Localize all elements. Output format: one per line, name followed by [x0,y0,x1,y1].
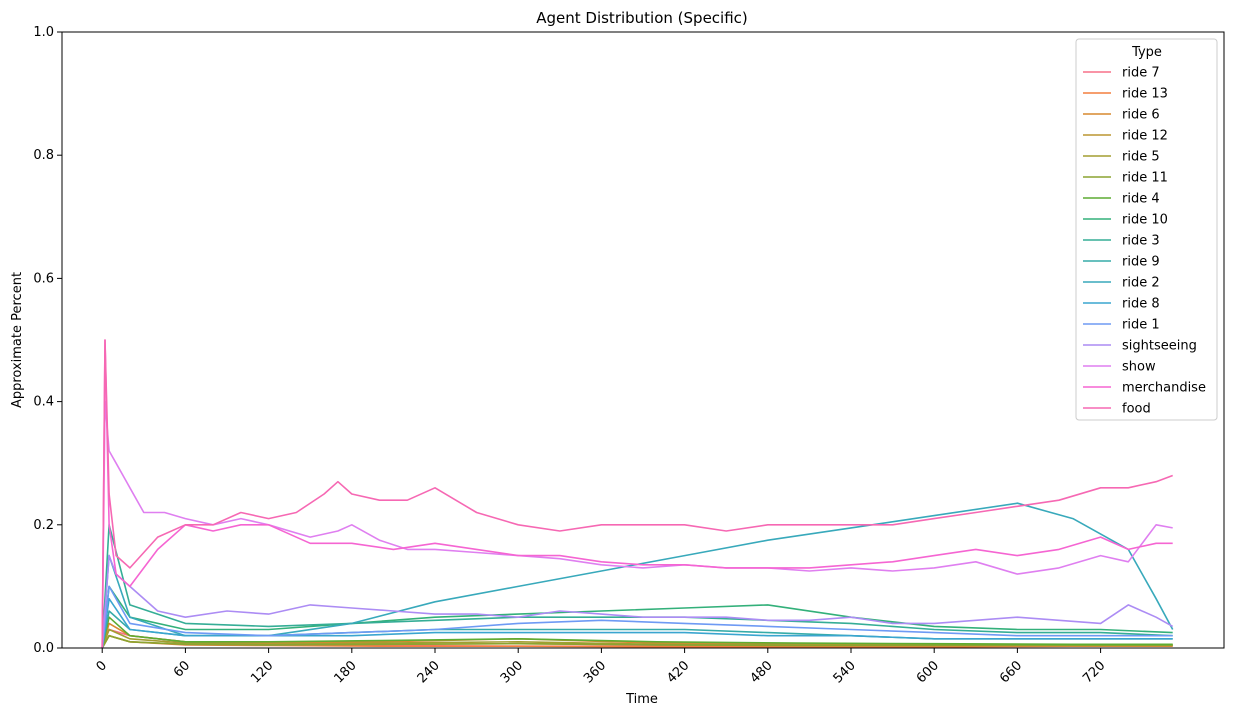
series-line-merchandise [101,339,1173,649]
series-line-ride-2 [101,502,1174,649]
legend-label: ride 7 [1122,66,1160,81]
legend-title: Type [1131,45,1162,60]
y-tick-label: 0.4 [33,395,54,410]
legend-label: ride 2 [1122,276,1160,291]
y-axis-label: Approximate Percent [10,272,25,408]
legend-label: ride 1 [1122,318,1160,333]
legend-label: sightseeing [1122,339,1197,354]
series-line-ride-10 [101,585,1173,649]
x-tick-label: 120 [248,658,276,686]
legend-item: ride 8 [1083,297,1160,312]
x-tick-label: 660 [997,658,1025,686]
legend-label: ride 11 [1122,171,1168,186]
chart-title: Agent Distribution (Specific) [536,9,748,27]
series-line-ride-3 [101,523,1173,649]
legend-item: ride 13 [1083,87,1168,102]
x-tick-label: 600 [914,658,942,686]
legend-label: ride 13 [1122,87,1168,102]
legend-item: ride 5 [1083,150,1160,165]
legend-item: food [1083,402,1151,417]
legend-item: ride 4 [1083,192,1160,207]
x-tick-label: 60 [171,658,193,680]
x-tick-label: 0 [94,658,110,674]
x-tick-label: 480 [747,658,775,686]
legend-item: ride 9 [1083,255,1160,270]
series-line-food [101,339,1173,649]
x-axis-label: Time [625,692,658,707]
legend-label: food [1122,402,1151,417]
series-line-ride-4 [101,616,1173,649]
series-line-ride-11 [101,634,1173,649]
x-tick-label: 240 [415,658,443,686]
x-tick-label: 180 [331,658,359,686]
legend-label: ride 3 [1122,234,1160,249]
series-line-ride-1 [101,585,1173,649]
legend-label: ride 10 [1122,213,1168,228]
y-tick-label: 0.6 [33,271,54,286]
series-layer [101,339,1174,649]
y-axis: 0.0 0.2 0.4 0.6 0.8 1.0 [33,25,62,656]
legend-item: ride 12 [1083,129,1168,144]
legend-item: sightseeing [1083,339,1197,354]
legend-item: ride 3 [1083,234,1160,249]
y-tick-label: 1.0 [33,25,54,40]
series-line-sightseeing [101,554,1174,649]
plot-area-frame [61,31,1225,649]
legend-label: ride 12 [1122,129,1168,144]
legend-box [1075,38,1218,421]
legend-label: ride 9 [1122,255,1160,270]
x-tick-label: 300 [498,658,526,686]
x-tick-label: 360 [581,658,609,686]
legend-item: show [1083,360,1156,375]
legend-label: ride 6 [1122,108,1160,123]
legend-item: ride 2 [1083,276,1160,291]
x-tick-label: 720 [1080,658,1108,686]
legend-label: ride 5 [1122,150,1160,165]
legend-label: merchandise [1122,381,1206,396]
y-tick-label: 0.2 [33,518,54,533]
x-tick-label: 420 [664,658,692,686]
x-axis: 0 60 120 180 240 300 360 420 480 540 600 660 720 [94,648,1108,686]
legend-label: ride 8 [1122,297,1160,312]
legend-label: show [1122,360,1156,375]
legend-item: ride 1 [1083,318,1160,333]
legend-label: ride 4 [1122,192,1160,207]
legend-item: merchandise [1083,381,1206,396]
legend-item: ride 7 [1083,66,1160,81]
legend-item: ride 6 [1083,108,1160,123]
y-tick-label: 0.0 [33,641,54,656]
series-line-show [101,400,1173,649]
legend-item: ride 10 [1083,213,1168,228]
series-line-ride-8 [101,597,1173,649]
y-tick-label: 0.8 [33,148,54,163]
legend-items: ride 7 ride 13 ride 6 ride 12 ride 5 ride 11 r… [1083,66,1206,417]
x-tick-label: 540 [831,658,859,686]
legend-item: ride 11 [1083,171,1168,186]
